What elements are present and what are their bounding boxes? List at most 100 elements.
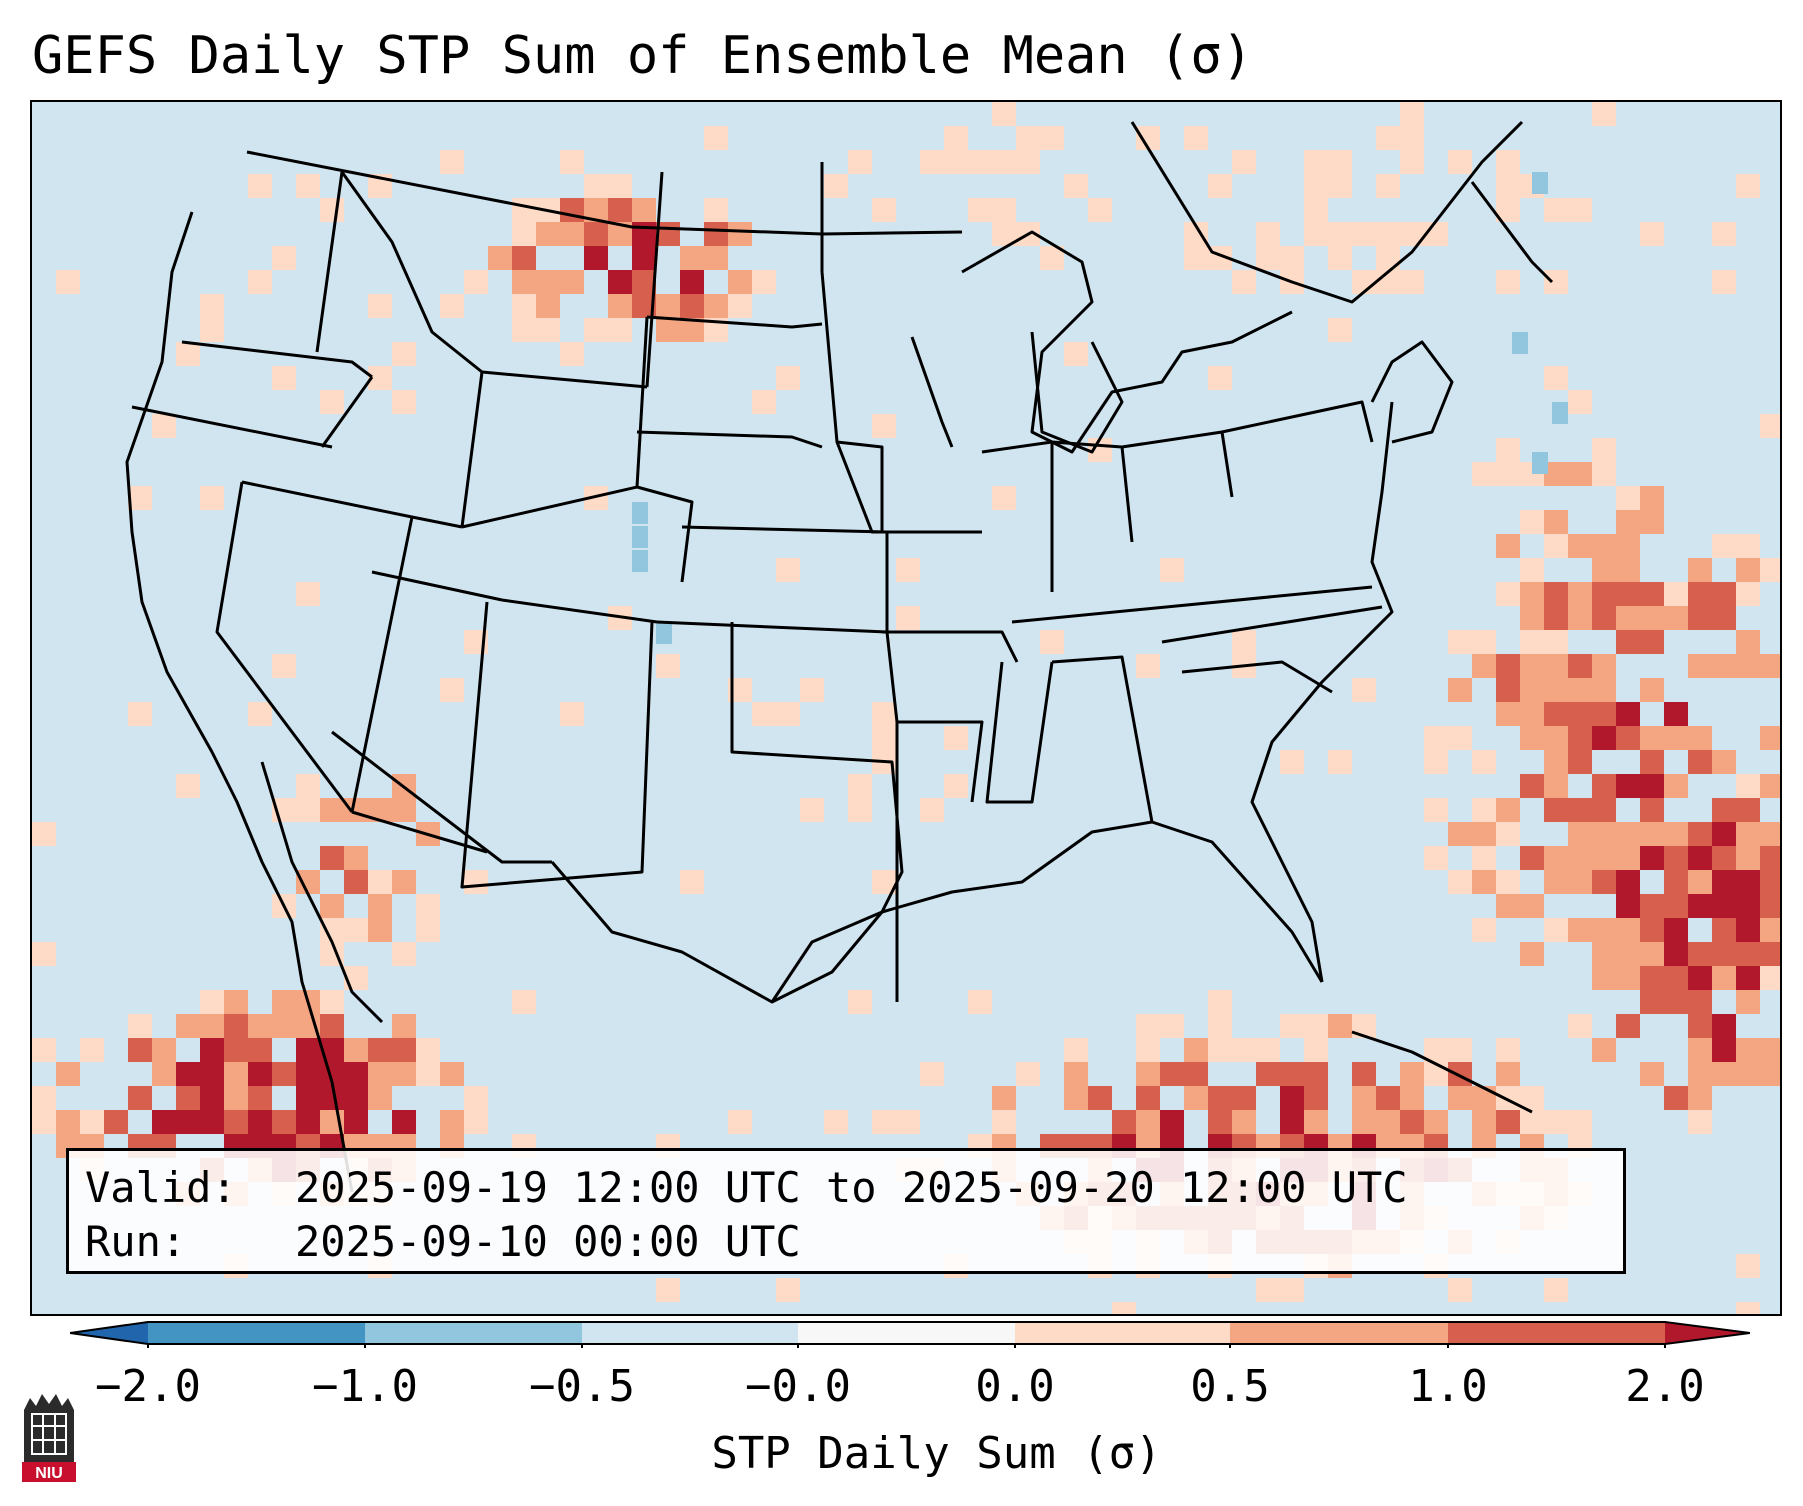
grid-cell xyxy=(1568,606,1592,630)
grid-cell xyxy=(1184,246,1208,270)
grid-cell xyxy=(416,894,440,918)
grid-cell xyxy=(1328,150,1352,174)
grid-cell xyxy=(224,1086,248,1110)
grid-cell xyxy=(1496,870,1520,894)
grid-cell xyxy=(560,270,584,294)
grid-cell xyxy=(1616,606,1640,630)
grid-cell xyxy=(176,1110,200,1134)
grid-cell xyxy=(1520,774,1544,798)
grid-cell xyxy=(704,222,728,246)
mo-ar xyxy=(882,630,1019,663)
id-mt-border xyxy=(340,171,483,374)
grid-cell xyxy=(224,1110,248,1134)
grid-cell xyxy=(1520,558,1544,582)
grid-cell xyxy=(1568,870,1592,894)
colorbar-tick-label: −0.0 xyxy=(745,1361,851,1412)
grid-cell xyxy=(1472,630,1496,654)
grid-cell xyxy=(632,222,656,246)
grid-cell xyxy=(464,1086,488,1110)
grid-cell xyxy=(1544,678,1568,702)
grid-cell xyxy=(1616,534,1640,558)
grid-cell xyxy=(1688,1014,1712,1038)
grid-cell xyxy=(320,198,344,222)
colorbar-extend-low xyxy=(70,1322,148,1344)
grid-cell xyxy=(1448,822,1472,846)
grid-cell xyxy=(1760,966,1780,990)
grid-cell xyxy=(1304,1110,1328,1134)
canada-east xyxy=(1130,120,1524,304)
grid-cell xyxy=(1592,654,1616,678)
grid-cell xyxy=(1640,726,1664,750)
grid-cell xyxy=(1496,438,1520,462)
grid-cell xyxy=(800,798,824,822)
grid-cell xyxy=(536,270,560,294)
grid-cell xyxy=(1136,1110,1160,1134)
grid-cell xyxy=(32,942,56,966)
grid-cell xyxy=(248,270,272,294)
grid-cell xyxy=(440,678,464,702)
grid-cell xyxy=(1232,1086,1256,1110)
grid-cell xyxy=(344,1110,368,1134)
grid-cell xyxy=(1664,822,1688,846)
grid-cell xyxy=(272,1110,296,1134)
grid-cell xyxy=(1496,1086,1520,1110)
grid-cell xyxy=(656,318,680,342)
colorbar-tick-label: 2.0 xyxy=(1625,1361,1705,1412)
grid-cell xyxy=(1712,750,1736,774)
grid-cell xyxy=(1208,1086,1232,1110)
grid-cell xyxy=(32,1038,56,1062)
grid-cell xyxy=(1688,966,1712,990)
grid-cell xyxy=(1544,606,1568,630)
sc-border xyxy=(1181,660,1333,694)
grid-cell xyxy=(1712,222,1736,246)
grid-cell xyxy=(392,942,416,966)
grid-cell xyxy=(1712,270,1736,294)
grid-cell xyxy=(1520,654,1544,678)
grid-cell xyxy=(152,414,176,438)
east-coast xyxy=(1250,401,1394,983)
grid-cell xyxy=(1496,702,1520,726)
grid-cell xyxy=(1616,774,1640,798)
grid-cell xyxy=(1688,726,1712,750)
grid-cell-negative xyxy=(656,622,672,644)
grid-cell xyxy=(128,1086,152,1110)
grid-cell xyxy=(944,150,968,174)
grid-cell xyxy=(272,654,296,678)
grid-cell xyxy=(320,390,344,414)
grid-cell xyxy=(32,822,56,846)
grid-cell xyxy=(1400,102,1424,126)
grid-cell xyxy=(1712,918,1736,942)
grid-cell xyxy=(440,1062,464,1086)
pa-ny xyxy=(1221,400,1374,443)
grid-cell xyxy=(1592,822,1616,846)
grid-cell xyxy=(1136,654,1160,678)
grid-cell xyxy=(344,1038,368,1062)
grid-cell xyxy=(200,990,224,1014)
grid-cell xyxy=(248,1086,272,1110)
grid-cell xyxy=(272,1062,296,1086)
grid-cell xyxy=(944,126,968,150)
logo-text: NIU xyxy=(35,1465,63,1482)
grid-cell xyxy=(1736,558,1760,582)
grid-cell xyxy=(512,222,536,246)
grid-cell xyxy=(1544,630,1568,654)
grid-cell xyxy=(1448,678,1472,702)
grid-cell xyxy=(296,1110,320,1134)
grid-cell xyxy=(1736,534,1760,558)
grid-cell xyxy=(248,702,272,726)
grid-cell xyxy=(1544,198,1568,222)
grid-cell xyxy=(176,1014,200,1038)
grid-cell xyxy=(1232,1110,1256,1134)
grid-cell xyxy=(824,1110,848,1134)
grid-cell xyxy=(1592,462,1616,486)
grid-cell xyxy=(1208,1110,1232,1134)
grid-cell xyxy=(176,1062,200,1086)
colorbar-label: STP Daily Sum (σ) xyxy=(711,1428,1162,1479)
grid-cell xyxy=(1352,1062,1376,1086)
grid-cell xyxy=(1376,126,1400,150)
grid-cell xyxy=(224,1038,248,1062)
grid-cell xyxy=(128,1014,152,1038)
grid-cell xyxy=(728,222,752,246)
grid-cell xyxy=(200,486,224,510)
grid-cell xyxy=(560,222,584,246)
